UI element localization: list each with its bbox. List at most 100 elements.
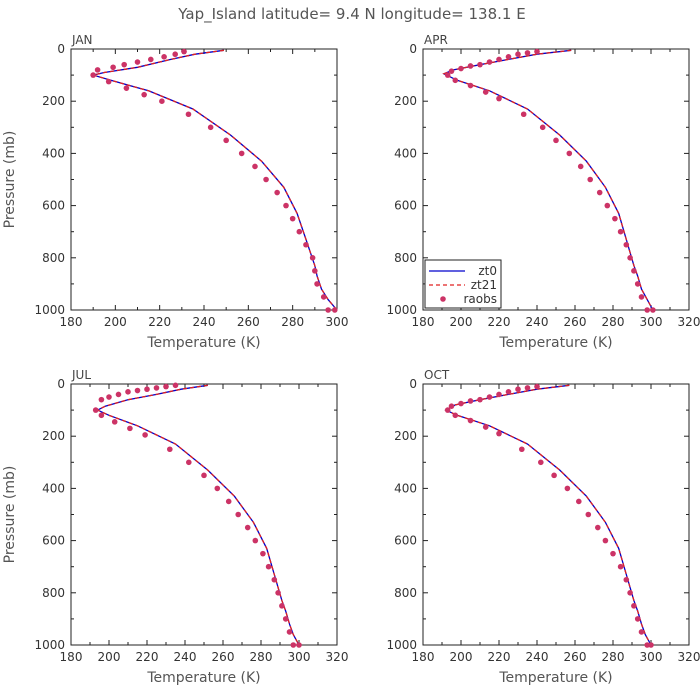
- x-tick-label: 320: [326, 650, 349, 664]
- raobs-point: [617, 563, 624, 570]
- raobs-point: [458, 400, 464, 407]
- y-tick-label: 0: [409, 377, 417, 391]
- raobs-point: [524, 385, 531, 391]
- x-tick-label: 320: [678, 315, 700, 329]
- raobs-point: [148, 56, 154, 63]
- raobs-point: [186, 459, 192, 466]
- x-tick-label: 280: [281, 315, 304, 329]
- raobs-point: [142, 432, 148, 438]
- raobs-point: [283, 202, 289, 209]
- panel-title: APR: [424, 33, 448, 47]
- raobs-point: [290, 642, 297, 648]
- x-tick-label: 300: [640, 315, 663, 329]
- raobs-point: [576, 498, 582, 505]
- raobs-point: [505, 389, 512, 395]
- raobs-point: [296, 228, 303, 235]
- raobs-point: [496, 430, 502, 437]
- x-axis-label: Temperature (K): [498, 670, 612, 686]
- raobs-point: [595, 524, 601, 531]
- panel-title: OCT: [424, 368, 450, 382]
- raobs-point: [638, 294, 645, 300]
- raobs-point: [225, 498, 232, 505]
- raobs-point: [631, 603, 637, 609]
- x-tick-label: 180: [412, 650, 435, 664]
- raobs-point: [271, 576, 278, 583]
- raobs-point: [98, 396, 105, 403]
- raobs-point: [458, 65, 464, 72]
- raobs-point: [185, 111, 192, 118]
- raobs-point: [252, 537, 259, 544]
- y-tick-label: 400: [42, 146, 65, 160]
- raobs-point: [167, 446, 173, 453]
- raobs-point: [534, 48, 540, 55]
- raobs-point: [551, 472, 557, 479]
- raobs-point: [92, 407, 99, 413]
- raobs-point: [134, 387, 141, 394]
- y-tick-label: 200: [394, 429, 417, 443]
- raobs-point: [644, 307, 650, 313]
- y-tick-label: 800: [394, 251, 417, 265]
- raobs-point: [141, 91, 147, 98]
- raobs-point: [631, 268, 637, 274]
- raobs-point: [452, 412, 459, 419]
- y-tick-label: 600: [42, 199, 65, 213]
- y-tick-label: 600: [394, 199, 417, 213]
- y-tick-label: 600: [42, 534, 65, 548]
- zt0-line: [444, 384, 652, 646]
- raobs-point: [121, 61, 127, 68]
- raobs-point: [467, 398, 474, 404]
- zt21-line: [90, 49, 338, 311]
- raobs-point: [123, 85, 130, 91]
- x-axis-label: Temperature (K): [146, 335, 260, 351]
- raobs-point: [331, 307, 338, 313]
- raobs-point: [320, 294, 327, 300]
- raobs-point: [201, 472, 207, 479]
- raobs-point: [612, 215, 618, 222]
- raobs-point: [444, 72, 451, 78]
- x-tick-label: 300: [288, 650, 311, 664]
- x-tick-label: 180: [412, 315, 435, 329]
- y-tick-label: 800: [394, 586, 417, 600]
- x-tick-label: 240: [526, 315, 549, 329]
- raobs-point: [274, 189, 280, 196]
- raobs-point: [577, 163, 584, 170]
- y-tick-label: 200: [42, 94, 65, 108]
- raobs-point: [585, 511, 592, 518]
- plot-frame: [70, 383, 338, 646]
- raobs-point: [125, 389, 131, 395]
- raobs-point: [634, 281, 641, 287]
- raobs-point: [161, 54, 167, 60]
- x-tick-label: 280: [602, 315, 625, 329]
- x-tick-label: 280: [250, 650, 273, 664]
- raobs-point: [172, 382, 179, 389]
- x-tick-label: 240: [526, 650, 549, 664]
- y-tick-label: 1000: [34, 303, 65, 317]
- raobs-point: [538, 459, 544, 466]
- y-axis-label: Pressure (mb): [2, 466, 18, 564]
- raobs-point: [610, 550, 616, 557]
- raobs-point: [244, 524, 251, 531]
- raobs-point: [181, 48, 187, 55]
- raobs-point: [235, 511, 241, 518]
- x-tick-label: 200: [450, 315, 473, 329]
- legend-marker: [440, 296, 446, 302]
- x-tick-label: 200: [450, 650, 473, 664]
- raobs-point: [534, 383, 540, 390]
- chart-panel-oct: OCT 180 200 220 240 260 280 300 320 0 200 400 600 800…: [386, 368, 700, 686]
- legend-label: zt21: [471, 278, 497, 292]
- legend-box: [424, 259, 502, 309]
- y-tick-label: 800: [42, 586, 65, 600]
- raobs-point: [623, 241, 630, 248]
- raobs-point: [223, 137, 229, 144]
- raobs-point: [519, 446, 525, 453]
- x-axis-label: Temperature (K): [146, 670, 260, 686]
- raobs-point: [282, 616, 289, 622]
- x-tick-label: 240: [193, 315, 216, 329]
- raobs-point: [303, 241, 309, 248]
- x-tick-label: 180: [60, 650, 83, 664]
- y-tick-label: 0: [409, 42, 417, 56]
- x-tick-label: 220: [148, 315, 171, 329]
- raobs-point: [134, 59, 141, 65]
- y-tick-label: 800: [42, 251, 65, 265]
